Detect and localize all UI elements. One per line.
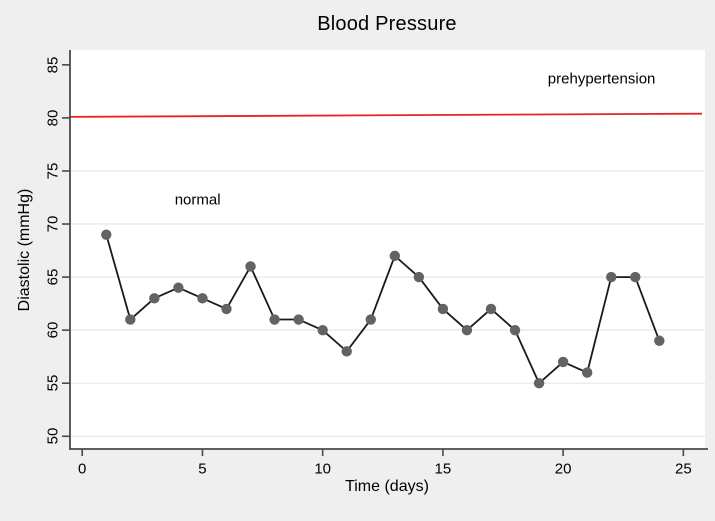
data-point <box>221 303 232 315</box>
data-point <box>317 324 328 336</box>
y-tick-label: 50 <box>44 427 62 445</box>
x-tick-label: 25 <box>675 460 692 478</box>
data-point <box>557 356 569 368</box>
data-point <box>293 314 304 325</box>
data-point <box>630 271 641 283</box>
data-point <box>606 271 617 283</box>
x-axis-title: Time (days) <box>345 478 429 495</box>
data-point <box>101 229 112 240</box>
y-tick-label: 85 <box>44 56 62 74</box>
data-point <box>125 314 136 325</box>
data-point <box>581 367 593 378</box>
data-point <box>149 293 160 304</box>
y-tick-label: 80 <box>44 109 62 127</box>
data-point <box>173 282 184 293</box>
data-point <box>485 303 497 315</box>
data-point <box>533 378 545 389</box>
data-point <box>341 346 352 357</box>
data-point <box>461 324 473 336</box>
y-axis-title: Diastolic (mmHg) <box>16 188 33 312</box>
data-point <box>197 293 208 304</box>
y-tick-label: 75 <box>44 162 62 180</box>
x-tick-label: 0 <box>78 460 87 478</box>
x-tick-label: 10 <box>314 460 332 478</box>
data-point <box>654 335 665 346</box>
annotation-normal: normal <box>174 191 221 209</box>
x-tick-label: 20 <box>554 460 572 478</box>
y-tick-label: 55 <box>44 374 62 392</box>
data-point <box>269 314 280 325</box>
y-tick-label: 65 <box>44 268 62 286</box>
y-tick-label: 60 <box>44 321 62 339</box>
series-line <box>105 234 661 385</box>
x-tick-label: 5 <box>198 460 207 478</box>
data-point <box>365 314 376 325</box>
data-point <box>509 324 521 336</box>
annotation-prehypertension: prehypertension <box>547 70 656 88</box>
data-point <box>437 303 449 315</box>
data-point <box>245 261 256 272</box>
data-point <box>413 271 425 283</box>
x-tick-label: 15 <box>434 460 452 478</box>
chart-title: Blood Pressure <box>317 13 457 35</box>
y-tick-label: 70 <box>44 215 62 233</box>
reference-line <box>68 112 703 118</box>
data-point <box>389 250 401 262</box>
